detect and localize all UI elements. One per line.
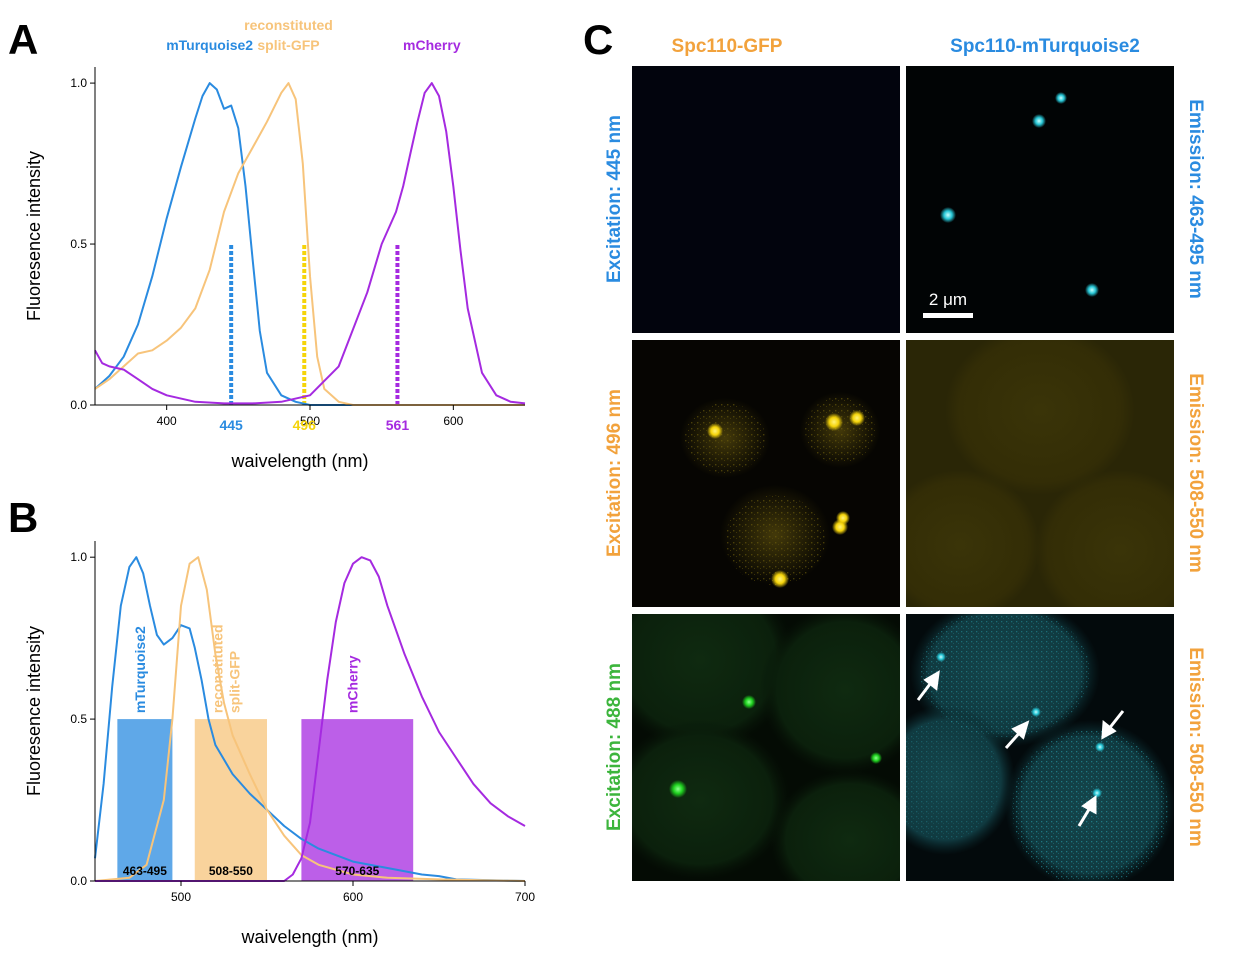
row-2-excitation-label: Excitation: 496 nm: [604, 389, 625, 557]
band-range-label-508-550: 508-550: [209, 864, 253, 878]
x-tick-label: 600: [443, 414, 463, 428]
series-line-mcherry: [95, 556, 526, 882]
chart-a-axes: 400 500 600 0.0 0.5 1.0 445 496 561: [70, 67, 525, 433]
row-3-emission-label: Emission: 508-550 nm: [1185, 647, 1206, 847]
chart-b-band-labels: 463-495 mTurquoise2 508-550 reconstituted sp…: [123, 624, 380, 878]
x-tick-label: 700: [515, 890, 535, 904]
panel-letter-a: A: [8, 16, 38, 63]
band-range-label-570-635: 570-635: [335, 864, 379, 878]
arrow-icon: [916, 670, 940, 701]
excitation-label-496: 496: [293, 417, 317, 433]
scale-bar: [923, 313, 973, 318]
arrow-icon: [1077, 795, 1097, 827]
spot: [1031, 707, 1041, 717]
chart-b-ylabel: Fluoresence intensity: [24, 626, 44, 796]
spot: [870, 752, 882, 764]
series-line-reconstituted-split-gfp: [94, 82, 525, 406]
series-line-mturquoise2: [94, 556, 526, 882]
micrograph-r1-c2: 2 μm: [906, 66, 1174, 333]
series-label-reconstituted-split-gfp: reconstituted: [244, 17, 333, 33]
chart-a-series-labels: mTurquoise2 reconstituted split-GFP mCherry: [166, 17, 461, 53]
micrograph-r3-c2: [906, 614, 1174, 881]
x-tick-label: 600: [343, 890, 363, 904]
micrograph-r3-c1: [632, 614, 900, 881]
panel-letter-b: B: [8, 494, 38, 541]
panel-letter-c: C: [583, 16, 613, 63]
spot: [1092, 788, 1102, 798]
series-label-reconstituted-split-gfp: split-GFP: [226, 651, 242, 713]
series-label-reconstituted-split-gfp: reconstituted: [209, 624, 225, 713]
spot: [707, 423, 723, 439]
x-tick-label: 400: [157, 414, 177, 428]
chart-a-series: [94, 82, 526, 406]
emission-band-508-550: [194, 719, 267, 881]
spot: [742, 695, 756, 709]
row-1-emission-label: Emission: 463-495 nm: [1185, 99, 1206, 299]
row-2-emission-label: Emission: 508-550 nm: [1185, 373, 1206, 573]
excitation-label-445: 445: [219, 417, 243, 433]
series-label-mturquoise2: mTurquoise2: [166, 37, 253, 53]
y-tick-label: 1.0: [70, 76, 87, 90]
spot: [669, 780, 687, 798]
arrow-icon: [1004, 720, 1030, 749]
series-line-reconstituted-split-gfp: [94, 556, 526, 882]
spot: [849, 410, 865, 426]
column-header-spc110-mturquoise2: Spc110-mTurquoise2: [950, 36, 1140, 57]
spot: [771, 570, 789, 588]
series-line-mcherry: [94, 82, 526, 405]
spot: [1032, 114, 1046, 128]
micrograph-r1-c1: [632, 66, 900, 333]
spot: [825, 413, 843, 431]
spot: [1095, 742, 1105, 752]
spot: [1085, 283, 1099, 297]
micrograph-r2-c2: [906, 340, 1174, 607]
y-tick-label: 0.5: [70, 712, 87, 726]
chart-a-xlabel: waivelength (nm): [230, 451, 368, 471]
x-tick-label: 500: [171, 890, 191, 904]
row-1-excitation-label: Excitation: 445 nm: [604, 115, 625, 283]
x-tick-label: 500: [300, 414, 320, 428]
series-label-mcherry: mCherry: [344, 655, 360, 713]
y-tick-label: 0.0: [70, 874, 87, 888]
spot: [832, 519, 848, 535]
spot: [1055, 92, 1067, 104]
spot: [940, 207, 956, 223]
chart-a-ylabel: Fluoresence intensity: [24, 151, 44, 321]
row-3-excitation-label: Excitation: 488 nm: [604, 663, 625, 831]
series-label-mturquoise2: mTurquoise2: [132, 626, 148, 713]
chart-b-emission-spectra: 500 600 700 0.0 0.5 1.0 463-495 mTurquoise2 508…: [24, 541, 535, 947]
y-tick-label: 0.5: [70, 237, 87, 251]
y-tick-label: 0.0: [70, 398, 87, 412]
series-label-reconstituted-split-gfp: split-GFP: [257, 37, 319, 53]
micrograph-r2-c1: [632, 340, 900, 607]
column-header-spc110-gfp: Spc110-GFP: [672, 36, 783, 57]
chart-b-axes: 500 600 700 0.0 0.5 1.0: [70, 541, 535, 904]
series-label-mcherry: mCherry: [403, 37, 461, 53]
chart-b-xlabel: waivelength (nm): [240, 927, 378, 947]
spot: [936, 652, 946, 662]
y-tick-label: 1.0: [70, 550, 87, 564]
chart-a-excitation-spectra: 400 500 600 0.0 0.5 1.0 445 496 561 mTurquoise2 r…: [24, 17, 526, 471]
scale-bar-label: 2 μm: [929, 290, 967, 309]
emission-band-570-635: [301, 719, 414, 881]
chart-b-series: [94, 556, 526, 882]
chart-a-excitation-lines: [229, 244, 400, 405]
band-range-label-463-495: 463-495: [123, 864, 167, 878]
arrow-icon: [1101, 710, 1125, 740]
excitation-label-561: 561: [386, 417, 410, 433]
